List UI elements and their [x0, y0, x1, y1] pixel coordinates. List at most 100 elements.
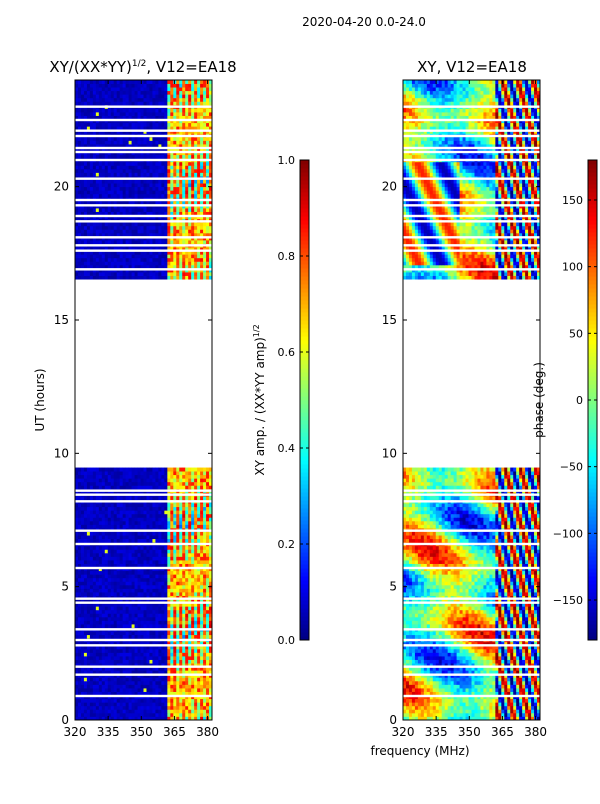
amp-heatmap-cell — [75, 154, 79, 159]
amp-heatmap-cell — [89, 467, 94, 472]
amp-heatmap-cell — [146, 467, 150, 472]
amp-heatmap-cell — [122, 147, 127, 152]
amp-heatmap-cell — [188, 620, 192, 625]
amp-heatmap-cell — [131, 624, 135, 628]
amp-heatmap-cell — [98, 677, 103, 682]
amp-heatmap-cell — [128, 179, 132, 184]
amp-heatmap-cell — [176, 193, 180, 198]
amp-heatmap-cell — [137, 712, 141, 717]
amp-heatmap-cell — [131, 506, 135, 511]
amp-heatmap-cell — [140, 478, 144, 483]
amp-heatmap-cell — [149, 677, 153, 682]
amp-heatmap-cell — [128, 538, 132, 543]
amp-heatmap-cell — [200, 556, 204, 561]
amp-heatmap-cell — [125, 577, 130, 582]
amp-heatmap-cell — [188, 510, 192, 515]
amp-heatmap-cell — [116, 485, 121, 490]
amp-heatmap-cell — [182, 663, 186, 668]
amp-heatmap-cell — [92, 659, 97, 664]
amp-heatmap-cell — [75, 168, 79, 173]
amp-heatmap-cell — [155, 229, 159, 234]
amp-heatmap-cell — [95, 531, 100, 536]
amp-heatmap-cell — [164, 549, 168, 554]
amp-heatmap-cell — [170, 609, 174, 614]
amp-heatmap-cell — [140, 581, 144, 586]
amp-heatmap-cell — [188, 471, 192, 476]
amp-heatmap-cell — [194, 538, 198, 543]
amp-heatmap-cell — [173, 652, 177, 657]
amp-heatmap-cell — [185, 229, 189, 234]
amp-heatmap-cell — [176, 616, 180, 621]
amp-heatmap-cell — [137, 232, 141, 237]
amp-heatmap-cell — [167, 225, 171, 230]
amp-heatmap-cell — [116, 250, 121, 255]
amp-heatmap-cell — [110, 663, 115, 668]
amp-heatmap-cell — [75, 179, 79, 184]
amp-heatmap-cell — [191, 506, 195, 511]
amp-heatmap-cell — [161, 506, 165, 511]
amp-heatmap-cell — [128, 200, 132, 205]
amp-heatmap-cell — [98, 240, 103, 244]
amp-heatmap-cell — [209, 240, 213, 244]
amp-heatmap-cell — [185, 570, 189, 575]
amp-heatmap-cell — [110, 208, 115, 212]
amp-heatmap-cell — [194, 520, 198, 525]
amp-heatmap-cell — [179, 577, 183, 582]
amp-heatmap-cell — [167, 538, 171, 543]
amp-heatmap-cell — [152, 574, 156, 579]
amp-heatmap-cell — [185, 588, 189, 593]
amp-heatmap-cell — [128, 535, 132, 540]
amp-heatmap-cell — [107, 656, 112, 660]
amp-heatmap-cell — [158, 549, 162, 554]
amp-heatmap-cell — [125, 620, 130, 625]
amp-heatmap-cell — [107, 684, 112, 689]
amp-heatmap-cell — [182, 552, 186, 557]
amp-heatmap-cell — [83, 581, 88, 586]
amp-heatmap-cell — [179, 200, 183, 205]
amp-heatmap-cell — [143, 186, 147, 191]
amp-heatmap-cell — [179, 481, 183, 486]
amp-heatmap-cell — [209, 677, 213, 682]
amp-heatmap-cell — [131, 250, 135, 255]
amp-heatmap-cell — [143, 631, 147, 636]
amp-heatmap-cell — [75, 606, 79, 611]
amp-heatmap-cell — [131, 200, 135, 205]
amp-heatmap-cell — [161, 712, 165, 717]
amp-heatmap-cell — [125, 179, 130, 184]
amp-heatmap-cell — [191, 240, 195, 244]
amp-heatmap-cell — [113, 688, 118, 692]
amp-heatmap-cell — [146, 531, 150, 536]
amp-heatmap-cell — [173, 574, 177, 579]
amp-heatmap-cell — [95, 549, 100, 554]
amp-heatmap-cell — [197, 190, 201, 195]
amp-heatmap-cell — [134, 574, 138, 579]
amp-heatmap-cell — [200, 581, 204, 586]
amp-heatmap-cell — [128, 670, 132, 675]
amp-heatmap-cell — [182, 222, 186, 227]
amp-heatmap-cell — [110, 179, 115, 184]
amp-heatmap-cell — [86, 666, 91, 671]
amp-heatmap-cell — [173, 684, 177, 689]
amp-heatmap-cell — [188, 656, 192, 660]
amp-heatmap-cell — [188, 705, 192, 710]
amp-heatmap-cell — [206, 250, 210, 255]
amp-heatmap-cell — [113, 691, 118, 696]
amp-heatmap-cell — [152, 599, 156, 604]
amp-heatmap-cell — [131, 481, 135, 486]
amp-heatmap-cell — [83, 570, 88, 575]
amp-heatmap-cell — [89, 563, 94, 568]
amp-heatmap-cell — [107, 474, 112, 479]
amp-heatmap-cell — [101, 208, 106, 212]
amp-heatmap-cell — [98, 154, 103, 159]
amp-heatmap-cell — [86, 193, 91, 198]
amp-heatmap-cell — [89, 620, 94, 625]
amp-heatmap-cell — [83, 556, 88, 561]
amp-heatmap-cell — [209, 471, 213, 476]
amp-heatmap-cell — [110, 606, 115, 611]
amp-heatmap-cell — [164, 592, 168, 596]
amp-heatmap-cell — [209, 688, 213, 692]
amp-heatmap-cell — [137, 513, 141, 518]
amp-heatmap-cell — [185, 161, 189, 166]
amp-heatmap-cell — [200, 257, 204, 262]
amp-heatmap-cell — [128, 186, 132, 191]
